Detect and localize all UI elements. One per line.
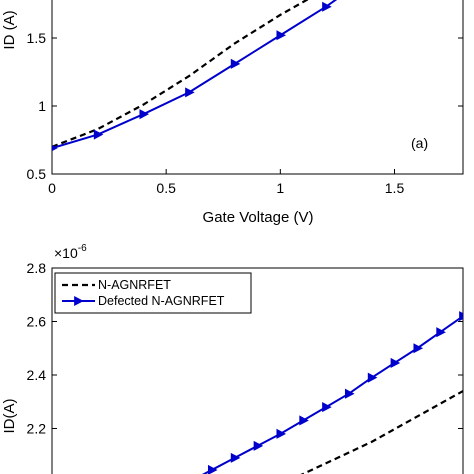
data-point-defected-n-agnrfet — [276, 30, 287, 41]
data-point-defected-n-agnrfet — [322, 1, 332, 12]
data-point-defected-n-agnrfet — [185, 87, 195, 98]
y-tick-label: 0.5 — [27, 166, 47, 182]
y-tick-label: 2.4 — [27, 367, 47, 383]
top-plot-frame — [51, 0, 464, 175]
legend-label-defected: Defected N-AGNRFET — [98, 294, 225, 308]
data-point-defected-n-agnrfet — [413, 343, 424, 354]
y-axis-exponent: ×10-6 — [54, 243, 87, 261]
series-line-n-agnrfet — [300, 390, 463, 474]
legend-marker-defected — [74, 295, 84, 307]
x-tick-label: 1.5 — [385, 180, 405, 196]
legend-label-n-agnrfet: N-AGNRFET — [98, 278, 171, 292]
series-line-defected-n-agnrfet — [52, 0, 338, 150]
y-axis-label: ID (A) — [1, 10, 18, 49]
data-point-defected-n-agnrfet — [230, 452, 241, 463]
bottom-chart-panel: 22.22.42.62.8 ×10-6 ID(A) N-AGNRFET Defe… — [1, 243, 464, 474]
x-tick-label: 1 — [276, 180, 284, 196]
legend: N-AGNRFET Defected N-AGNRFET — [54, 272, 252, 314]
exponent-base: ×10 — [54, 245, 78, 261]
data-point-defected-n-agnrfet — [276, 428, 287, 439]
y-tick-label: 2.6 — [27, 313, 47, 329]
y-tick-label: 1.5 — [27, 30, 47, 46]
exponent-power: -6 — [78, 243, 87, 254]
y-tick-label: 1 — [38, 98, 46, 114]
y-axis-label: ID(A) — [1, 399, 18, 434]
data-point-defected-n-agnrfet — [459, 311, 463, 322]
y-tick-label: 2.8 — [27, 260, 47, 276]
data-point-defected-n-agnrfet — [344, 388, 355, 399]
y-tick-label: 2.2 — [27, 420, 47, 436]
data-point-defected-n-agnrfet — [52, 145, 58, 152]
bottom-plot-frame — [51, 267, 464, 474]
series-line-defected-n-agnrfet — [201, 315, 463, 474]
x-tick-label: 0.5 — [156, 180, 176, 196]
data-point-defected-n-agnrfet — [322, 402, 332, 413]
data-point-defected-n-agnrfet — [139, 109, 150, 120]
panel-annotation: (a) — [411, 135, 428, 151]
data-point-defected-n-agnrfet — [207, 464, 218, 474]
top-chart-panel: 0.511.50 0.5 1 1.5 (a) Gate Voltage (V) ID … — [1, 0, 464, 226]
data-point-defected-n-agnrfet — [367, 372, 378, 383]
data-point-defected-n-agnrfet — [230, 58, 241, 69]
legend-box — [54, 272, 252, 314]
x-axis-label: Gate Voltage (V) — [203, 209, 314, 226]
data-point-defected-n-agnrfet — [93, 129, 104, 140]
data-point-defected-n-agnrfet — [390, 357, 401, 368]
x-tick-label: 0 — [48, 180, 56, 196]
series-line-n-agnrfet — [52, 0, 309, 148]
data-point-defected-n-agnrfet — [299, 415, 309, 426]
data-point-defected-n-agnrfet — [253, 440, 264, 451]
data-point-defected-n-agnrfet — [436, 327, 446, 338]
